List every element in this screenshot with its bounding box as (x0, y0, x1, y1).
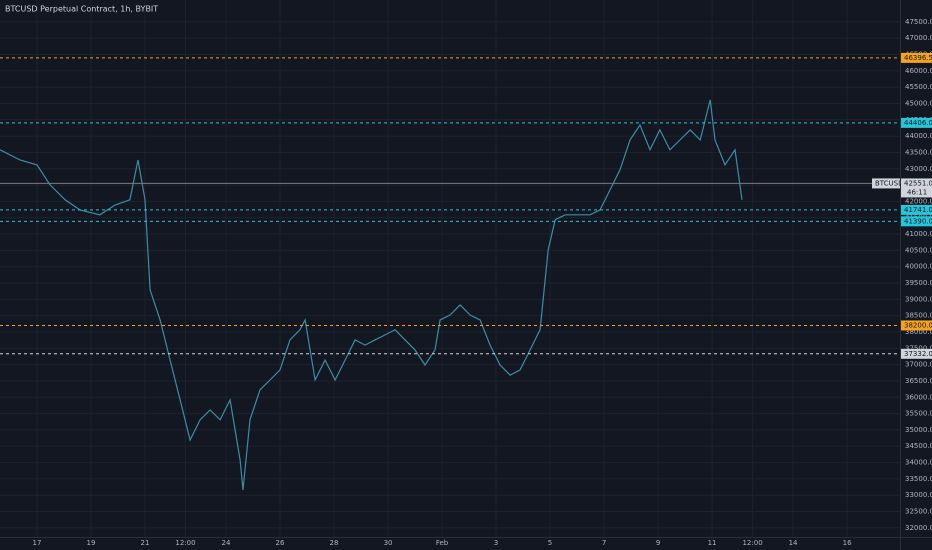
x-tick-label: Feb (436, 539, 449, 547)
level-label-box (901, 52, 932, 63)
y-tick-label: 38000.0 (905, 328, 932, 336)
y-tick-label: 34500.0 (905, 442, 932, 450)
y-tick-label: 38500.0 (905, 312, 932, 320)
y-tick-label: 42000.0 (905, 197, 932, 205)
y-tick-label: 45000.0 (905, 99, 932, 107)
level-label-box (901, 216, 932, 227)
y-tick-label: 39000.0 (905, 295, 932, 303)
countdown: 46:11 (907, 188, 927, 196)
y-tick-label: 47500.0 (905, 18, 932, 26)
level-label: 38200.0 (904, 321, 932, 329)
y-tick-label: 34000.0 (905, 459, 932, 467)
y-tick-label: 33000.0 (905, 491, 932, 499)
y-tick-label: 40500.0 (905, 246, 932, 254)
y-tick-label: 32000.0 (905, 524, 932, 532)
x-tick-label: 7 (602, 539, 606, 547)
x-tick-label: 11 (708, 539, 717, 547)
x-tick-label: 12:00 (175, 539, 195, 547)
y-tick-label: 45500.0 (905, 83, 932, 91)
x-tick-label: 16 (843, 539, 852, 547)
x-tick-label: 30 (384, 539, 393, 547)
y-tick-label: 37000.0 (905, 361, 932, 369)
symbol-label: BTCUSD (875, 179, 904, 187)
price-line (0, 99, 743, 491)
y-tick-label: 39500.0 (905, 279, 932, 287)
y-tick-label: 46000.0 (905, 67, 932, 75)
last-price-box (901, 178, 932, 198)
y-tick-label: 43500.0 (905, 148, 932, 156)
y-tick-label: 35500.0 (905, 410, 932, 418)
x-tick-label: 17 (33, 539, 42, 547)
level-label: 41741.0 (904, 206, 932, 214)
x-tick-label: 19 (87, 539, 96, 547)
y-tick-label: 43000.0 (905, 165, 932, 173)
x-tick-label: 9 (656, 539, 660, 547)
level-label-box (901, 320, 932, 331)
y-tick-label: 35000.0 (905, 426, 932, 434)
x-tick-label: 24 (222, 539, 231, 547)
level-label: 44406.0 (904, 119, 932, 127)
symbol-box (872, 178, 900, 189)
y-tick-label: 37500.0 (905, 344, 932, 352)
last-price-label: 42551.0 (904, 179, 932, 187)
level-label-box (901, 204, 932, 215)
x-tick-label: 3 (494, 539, 498, 547)
x-tick-label: 12:00 (742, 539, 762, 547)
y-tick-label: 41000.0 (905, 230, 932, 238)
level-label: 37332.0 (904, 350, 932, 358)
y-tick-label: 36500.0 (905, 377, 932, 385)
y-tick-label: 44000.0 (905, 132, 932, 140)
chart-title: BTCUSD Perpetual Contract, 1h, BYBIT (5, 5, 158, 14)
y-tick-label: 47000.0 (905, 34, 932, 42)
level-label: 46396.5 (904, 54, 932, 62)
level-label: 41390.0 (904, 217, 932, 225)
x-tick-label: 21 (141, 539, 150, 547)
x-tick-label: 5 (548, 539, 552, 547)
x-tick-label: 26 (276, 539, 285, 547)
level-label-box (901, 117, 932, 128)
level-label-box (901, 348, 932, 359)
x-tick-label: 14 (789, 539, 798, 547)
x-tick-label: 28 (330, 539, 339, 547)
y-tick-label: 33500.0 (905, 475, 932, 483)
y-tick-label: 32500.0 (905, 508, 932, 516)
y-tick-label: 36000.0 (905, 393, 932, 401)
y-tick-label: 40000.0 (905, 263, 932, 271)
